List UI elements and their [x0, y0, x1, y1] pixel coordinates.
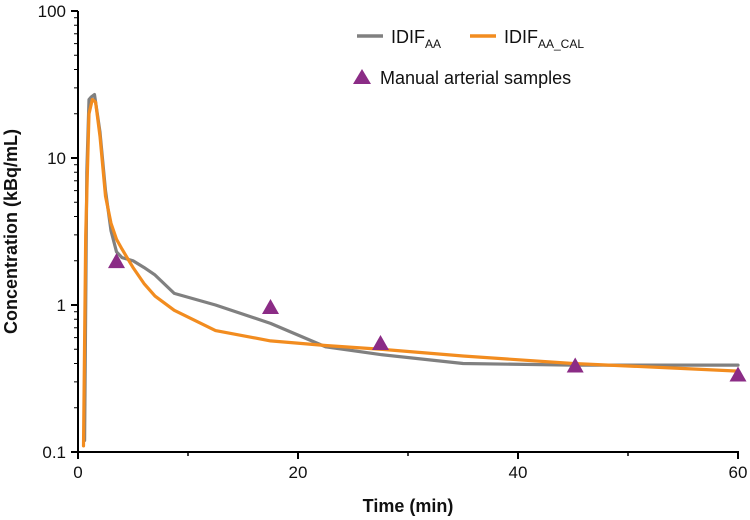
y-tick-label: 0.1: [42, 443, 66, 462]
series-line-idif-aa-cal: [81, 97, 740, 448]
y-tick-label: 100: [38, 2, 66, 21]
manual-sample-point: [729, 366, 747, 382]
series-layer: [81, 92, 747, 448]
x-ticks: 0 20 40 60: [73, 452, 747, 482]
x-tick-label: 40: [509, 463, 528, 482]
y-tick-label: 10: [47, 149, 66, 168]
legend-manual-samples-swatch: [353, 69, 371, 84]
y-axis-title: Concentration (kBq/mL): [1, 129, 21, 334]
legend-manual-samples-label: Manual arterial samples: [380, 68, 571, 88]
y-tick-label: 1: [57, 296, 66, 315]
legend-idif-aa-cal-label: IDIFAA_CAL: [504, 27, 584, 51]
x-tick-label: 0: [73, 463, 82, 482]
legend-idif-aa-label: IDIFAA: [391, 27, 441, 51]
series-line-idif-aa: [82, 92, 740, 442]
manual-sample-point: [262, 298, 279, 314]
manual-sample-point: [108, 253, 125, 269]
legend: IDIFAA IDIFAA_CAL Manual arterial samples: [353, 27, 584, 88]
x-tick-label: 20: [289, 463, 308, 482]
y-ticks: 0.1 1 10 100: [38, 2, 78, 462]
x-axis-title: Time (min): [363, 496, 454, 516]
x-tick-label: 60: [729, 463, 748, 482]
manual-sample-point: [372, 335, 389, 351]
manual-sample-point: [566, 357, 584, 373]
